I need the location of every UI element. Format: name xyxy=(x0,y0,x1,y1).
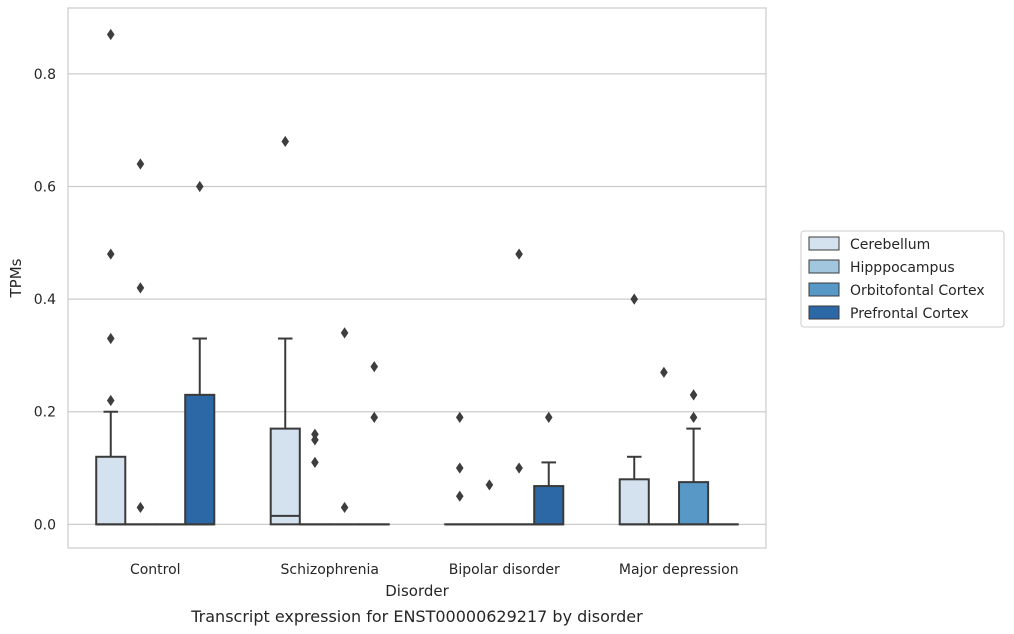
x-tick-label: Bipolar disorder xyxy=(449,562,560,578)
outlier-point xyxy=(136,501,145,514)
outlier-point xyxy=(106,332,115,345)
box xyxy=(618,478,650,526)
x-tick-label: Control xyxy=(130,562,181,578)
outlier-point xyxy=(689,389,698,401)
legend-frame xyxy=(800,230,1005,328)
outlier-point xyxy=(281,135,290,148)
box-group xyxy=(533,411,565,526)
outlier-point xyxy=(106,28,115,41)
box-group xyxy=(358,361,390,526)
x-tick-labels: Control Schizophrenia Bipolar disorder Majo… xyxy=(130,562,739,578)
legend-swatch xyxy=(808,259,840,274)
outlier-point xyxy=(455,411,464,423)
outlier-point xyxy=(311,434,319,446)
outlier-point xyxy=(106,248,115,260)
plot-frame xyxy=(67,7,767,549)
legend-label: Orbitofontal Cortex xyxy=(850,283,985,299)
outlier-point xyxy=(340,501,349,514)
outlier-point xyxy=(370,411,379,423)
legend: Cerebellum Hipppocampus Orbitofontal Corte… xyxy=(800,230,1005,328)
y-tick-label: 0.2 xyxy=(34,405,56,421)
outlier-point xyxy=(660,366,668,378)
x-tick-label: Major depression xyxy=(619,562,739,578)
outlier-point xyxy=(455,462,464,474)
legend-swatch xyxy=(808,282,840,297)
outlier-point xyxy=(311,456,319,469)
outlier-point xyxy=(544,411,553,423)
legend-label: Cerebellum xyxy=(850,237,930,253)
x-axis-label: Disorder xyxy=(385,582,449,600)
legend-swatch xyxy=(808,305,840,320)
outlier-point xyxy=(515,248,523,260)
outlier-point xyxy=(311,428,319,440)
y-tick-label: 0.4 xyxy=(34,292,56,308)
box xyxy=(95,455,127,526)
y-tick-label: 0.0 xyxy=(34,517,56,533)
outlier-point xyxy=(195,180,204,193)
box-group xyxy=(184,180,216,526)
plot-background xyxy=(68,8,766,548)
legend-swatch xyxy=(808,236,840,251)
box xyxy=(184,393,216,526)
box xyxy=(678,481,710,526)
box-group xyxy=(618,293,650,526)
outlier-point xyxy=(370,361,379,373)
legend-label: Hipppocampus xyxy=(850,260,955,276)
outlier-point xyxy=(136,158,145,170)
outlier-point xyxy=(515,462,523,474)
chart-caption: Transcript expression for ENST0000062921… xyxy=(190,607,643,626)
outlier-point xyxy=(136,282,145,294)
outlier-point xyxy=(455,490,464,502)
y-axis-label: TPMs xyxy=(7,258,25,298)
box-group xyxy=(269,135,301,526)
box xyxy=(269,427,301,526)
box xyxy=(533,485,565,526)
outlier-point xyxy=(485,479,494,491)
box-group xyxy=(95,28,127,526)
y-tick-label: 0.6 xyxy=(34,179,56,195)
y-tick-labels: 0.0 0.2 0.4 0.6 0.8 xyxy=(34,67,56,533)
outlier-point xyxy=(630,293,639,305)
box-groups xyxy=(95,28,739,526)
outlier-point xyxy=(106,394,115,407)
legend-label: Prefrontal Cortex xyxy=(850,306,969,322)
outlier-point xyxy=(340,327,349,339)
box-group xyxy=(678,389,710,526)
x-tick-label: Schizophrenia xyxy=(281,562,379,578)
y-tick-label: 0.8 xyxy=(34,67,56,83)
outlier-point xyxy=(689,411,698,423)
